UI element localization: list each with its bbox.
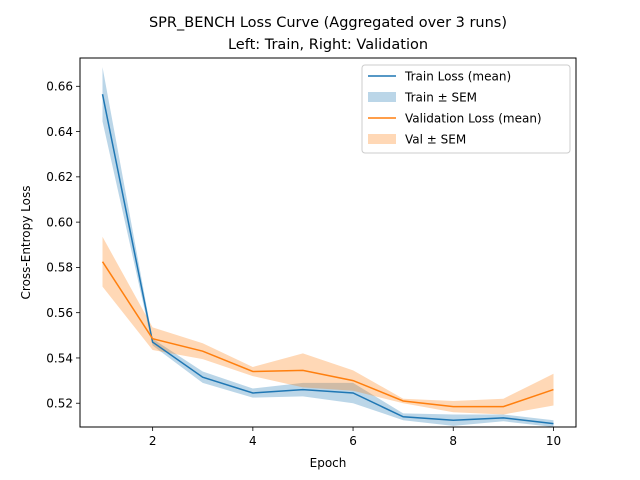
legend-train-sem: Train ± SEM xyxy=(404,91,477,105)
legend-box xyxy=(361,64,571,154)
legend-val-sem-swatch xyxy=(368,134,396,144)
y-tick-label: 0.54 xyxy=(46,351,73,365)
y-axis-ticks: 0.52 0.54 0.56 0.58 0.60 0.62 0.64 0.66 xyxy=(46,80,80,411)
legend-train-mean: Train Loss (mean) xyxy=(404,70,511,84)
x-tick-label: 4 xyxy=(249,434,257,448)
x-axis-label: Epoch xyxy=(310,456,347,470)
mean-line-validation xyxy=(101,261,554,408)
chart-subtitle: Left: Train, Right: Validation xyxy=(228,37,428,53)
x-tick-label: 6 xyxy=(349,434,357,448)
mean-line-train xyxy=(101,94,554,425)
y-tick-label: 0.56 xyxy=(46,306,73,320)
mean-lines xyxy=(101,94,554,425)
legend: Train Loss (mean) Train ± SEM Validation… xyxy=(361,64,571,154)
sem-bands xyxy=(102,67,554,427)
y-axis-label: Cross-Entropy Loss xyxy=(19,186,33,300)
y-tick-label: 0.62 xyxy=(46,170,73,184)
plot-area-frame xyxy=(79,57,577,428)
y-tick-label: 0.58 xyxy=(46,261,73,275)
x-tick-label: 10 xyxy=(546,434,561,448)
y-tick-label: 0.64 xyxy=(46,125,73,139)
legend-train-sem-swatch xyxy=(368,92,396,102)
y-tick-label: 0.52 xyxy=(46,397,73,411)
y-tick-label: 0.66 xyxy=(46,80,73,94)
x-tick-label: 2 xyxy=(149,434,157,448)
x-axis-ticks: 2 4 6 8 10 xyxy=(149,427,561,448)
y-tick-label: 0.60 xyxy=(46,215,73,229)
x-tick-label: 8 xyxy=(449,434,457,448)
chart-title: SPR_BENCH Loss Curve (Aggregated over 3 … xyxy=(149,15,507,31)
legend-val-mean: Validation Loss (mean) xyxy=(405,112,542,126)
sem-band-validation xyxy=(102,236,554,415)
legend-val-sem: Val ± SEM xyxy=(405,133,466,147)
